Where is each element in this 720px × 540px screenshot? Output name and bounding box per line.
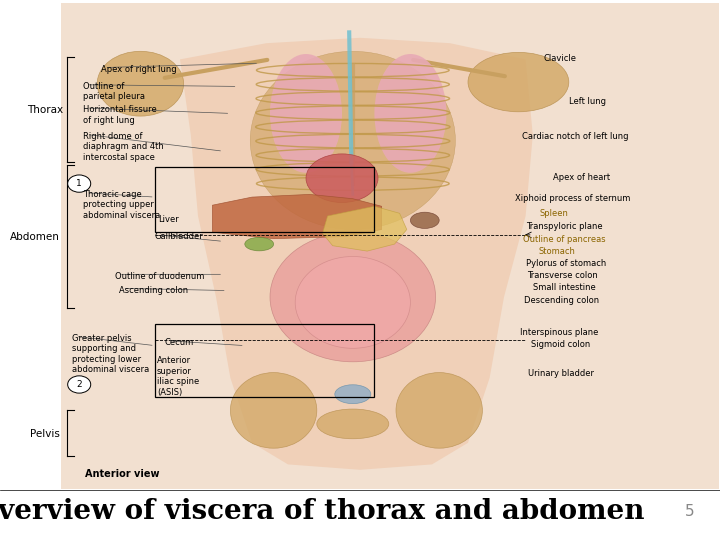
Text: Xiphoid process of sternum: Xiphoid process of sternum <box>515 194 630 203</box>
Ellipse shape <box>251 51 455 230</box>
Text: Liver: Liver <box>158 215 179 224</box>
FancyArrowPatch shape <box>165 60 267 78</box>
Text: Cecum: Cecum <box>164 338 194 347</box>
Circle shape <box>68 376 91 393</box>
Text: Outline of
parietal pleura: Outline of parietal pleura <box>83 82 145 102</box>
Text: Ascending colon: Ascending colon <box>119 286 188 295</box>
Text: Right dome of
diaphragm and 4th
intercostal space: Right dome of diaphragm and 4th intercos… <box>83 132 163 161</box>
Text: Left lung: Left lung <box>569 97 606 106</box>
Ellipse shape <box>410 212 439 228</box>
Circle shape <box>68 175 91 192</box>
Bar <box>155 324 374 397</box>
Text: Overview of viscera of thorax and abdomen: Overview of viscera of thorax and abdome… <box>0 498 645 525</box>
Text: Gallbladder: Gallbladder <box>155 232 204 241</box>
Text: Transpyloric plane: Transpyloric plane <box>526 222 602 231</box>
Text: Abdomen: Abdomen <box>10 232 60 241</box>
Text: 1: 1 <box>76 179 82 188</box>
Polygon shape <box>212 194 382 239</box>
Text: Cardiac notch of left lung: Cardiac notch of left lung <box>522 132 629 140</box>
Text: Apex of right lung: Apex of right lung <box>101 65 176 74</box>
Text: Anterior
superior
iliac spine
(ASIS): Anterior superior iliac spine (ASIS) <box>157 356 199 396</box>
Text: Interspinous plane: Interspinous plane <box>520 328 598 336</box>
Text: Pelvis: Pelvis <box>30 429 60 438</box>
Text: 5: 5 <box>685 504 695 519</box>
Ellipse shape <box>317 409 389 438</box>
Ellipse shape <box>306 154 378 202</box>
Ellipse shape <box>374 54 446 173</box>
Text: Thoracic cage
protecting upper
abdominal viscera: Thoracic cage protecting upper abdominal… <box>83 190 160 220</box>
Text: Thorax: Thorax <box>27 105 63 114</box>
Ellipse shape <box>295 256 410 348</box>
Text: Transverse colon: Transverse colon <box>527 271 598 280</box>
Ellipse shape <box>270 54 342 173</box>
Bar <box>155 167 374 232</box>
Ellipse shape <box>97 51 184 116</box>
Ellipse shape <box>270 232 436 362</box>
Text: Sigmoid colon: Sigmoid colon <box>531 340 590 349</box>
FancyArrowPatch shape <box>413 60 505 76</box>
Text: Small intestine: Small intestine <box>533 284 595 292</box>
Text: Clavicle: Clavicle <box>544 54 577 63</box>
Text: Outline of duodenum: Outline of duodenum <box>115 272 204 281</box>
Text: Spleen: Spleen <box>540 209 569 218</box>
Text: Horizontal fissure
of right lung: Horizontal fissure of right lung <box>83 105 156 125</box>
Text: Descending colon: Descending colon <box>524 296 599 305</box>
Text: Greater pelvis
supporting and
protecting lower
abdominal viscera: Greater pelvis supporting and protecting… <box>72 334 149 374</box>
Polygon shape <box>323 206 407 251</box>
Text: 2: 2 <box>76 380 82 389</box>
Text: Stomach: Stomach <box>539 247 575 255</box>
Text: Pylorus of stomach: Pylorus of stomach <box>526 259 606 268</box>
Polygon shape <box>180 38 533 470</box>
Text: Urinary bladder: Urinary bladder <box>528 369 594 378</box>
Ellipse shape <box>335 384 371 403</box>
Ellipse shape <box>230 373 317 448</box>
Ellipse shape <box>245 238 274 251</box>
Text: Apex of heart: Apex of heart <box>553 173 610 181</box>
Text: Outline of pancreas: Outline of pancreas <box>523 235 606 244</box>
Ellipse shape <box>396 373 482 448</box>
Ellipse shape <box>468 52 569 112</box>
Text: Anterior view: Anterior view <box>85 469 160 479</box>
